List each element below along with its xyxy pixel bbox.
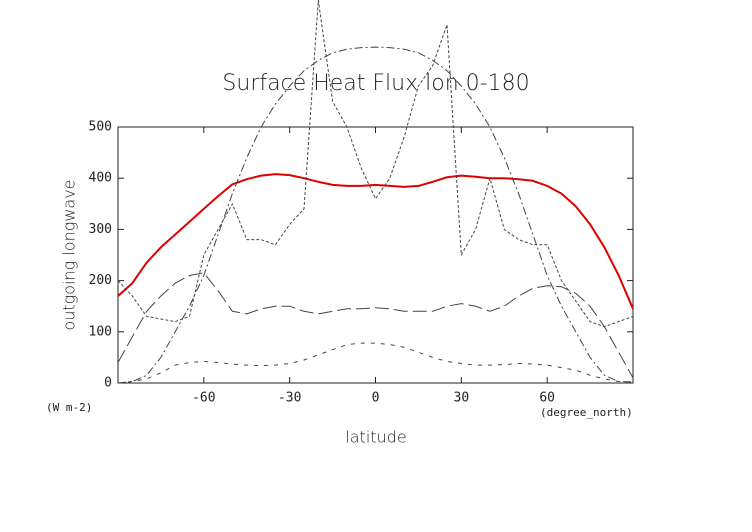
- x-unit: (degree_north): [540, 406, 633, 419]
- y-tick-label: 400: [89, 171, 112, 186]
- y-axis-label: outgoing longwave: [60, 179, 79, 330]
- series-line: [117, 272, 634, 379]
- x-tick-label: 0: [372, 391, 380, 406]
- chart-title: Surface Heat Flux lon 0-180: [222, 71, 529, 96]
- y-tick-label: 300: [89, 222, 112, 237]
- x-tick-label: 60: [539, 391, 555, 406]
- y-tick-label: 200: [89, 273, 112, 288]
- y-tick-label: 0: [104, 376, 112, 391]
- plot-frame: [117, 126, 634, 384]
- x-axis-label: latitude: [345, 428, 406, 447]
- y-tick-label: 100: [89, 324, 112, 339]
- series-line: [117, 0, 634, 328]
- x-tick-label: -30: [278, 391, 301, 406]
- y-unit: (W m-2): [46, 401, 92, 414]
- y-tick-label: 500: [89, 120, 112, 135]
- x-tick-label: 30: [454, 391, 470, 406]
- series-line: [117, 173, 634, 310]
- x-tick-label: -60: [192, 391, 215, 406]
- series-line: [117, 46, 634, 384]
